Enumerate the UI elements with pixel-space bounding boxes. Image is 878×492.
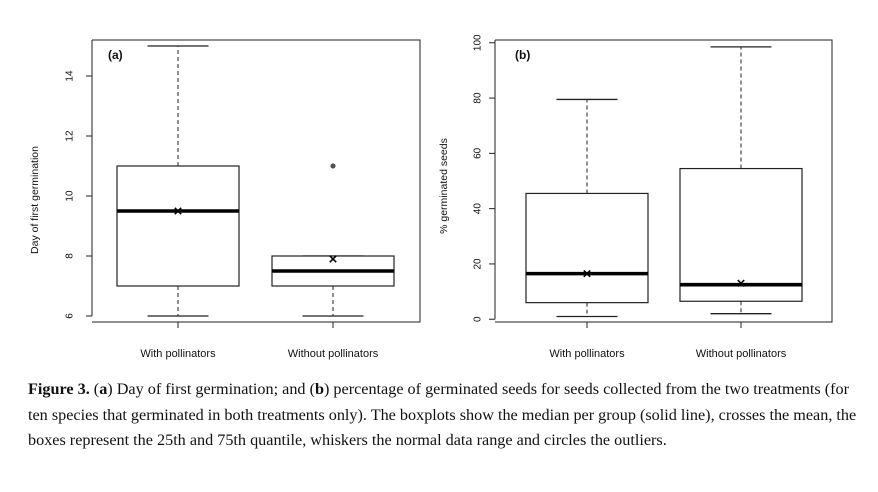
panel-label: (b): [515, 48, 530, 62]
caption-b-label: b: [314, 380, 324, 398]
caption-text-3: ) percentage of germinated seeds for see…: [28, 380, 857, 449]
x-category-label: With pollinators: [140, 348, 216, 360]
caption-a-label: a: [99, 380, 108, 398]
box-1: [525, 98, 649, 318]
y-tick-label: 0: [473, 316, 484, 322]
mean-cross: [737, 279, 745, 288]
y-tick-label: 6: [65, 313, 76, 319]
caption-figure-label: Figure 3.: [28, 380, 90, 398]
figure-caption: Figure 3. (a) Day of first germination; …: [28, 377, 858, 454]
box-1: [116, 45, 240, 317]
y-axis-label: Day of first germination: [29, 146, 41, 254]
y-tick-label: 10: [65, 190, 76, 202]
plot-frame: [495, 39, 833, 323]
boxplot-figure: 6 8 10 12 14 Day of first germination With pol…: [29, 34, 833, 360]
iqr-box: [525, 192, 649, 304]
y-tick-label: 40: [473, 203, 484, 215]
outlier-point: [330, 163, 336, 169]
panel-label: (a): [108, 48, 123, 62]
mean-cross: [174, 207, 182, 215]
box-2: [271, 163, 395, 317]
x-category-label: Without pollinators: [696, 348, 787, 360]
y-tick-label: 20: [473, 258, 484, 270]
mean-cross: [329, 255, 337, 263]
panel-a: 6 8 10 12 14 Day of first germination With pol…: [29, 39, 421, 360]
x-category-label: Without pollinators: [288, 348, 379, 360]
panel-b: 0 20 40 60 80 100 % germinated seeds With polli…: [438, 34, 833, 360]
y-tick-label: 100: [473, 34, 484, 51]
box-2: [679, 46, 803, 315]
y-tick-label: 14: [65, 70, 76, 82]
y-tick-label: 80: [473, 92, 484, 104]
y-axis-label: % germinated seeds: [438, 138, 450, 234]
mean-cross: [583, 269, 591, 278]
caption-text-2: ) Day of first germination; and (: [107, 380, 315, 398]
iqr-box: [116, 165, 240, 287]
y-tick-label: 60: [473, 147, 484, 159]
x-category-label: With pollinators: [549, 348, 625, 360]
iqr-box: [679, 167, 803, 302]
y-tick-label: 8: [65, 253, 76, 259]
caption-text-1: (: [89, 380, 100, 398]
plot-frame: [92, 39, 421, 323]
y-tick-label: 12: [65, 130, 76, 142]
